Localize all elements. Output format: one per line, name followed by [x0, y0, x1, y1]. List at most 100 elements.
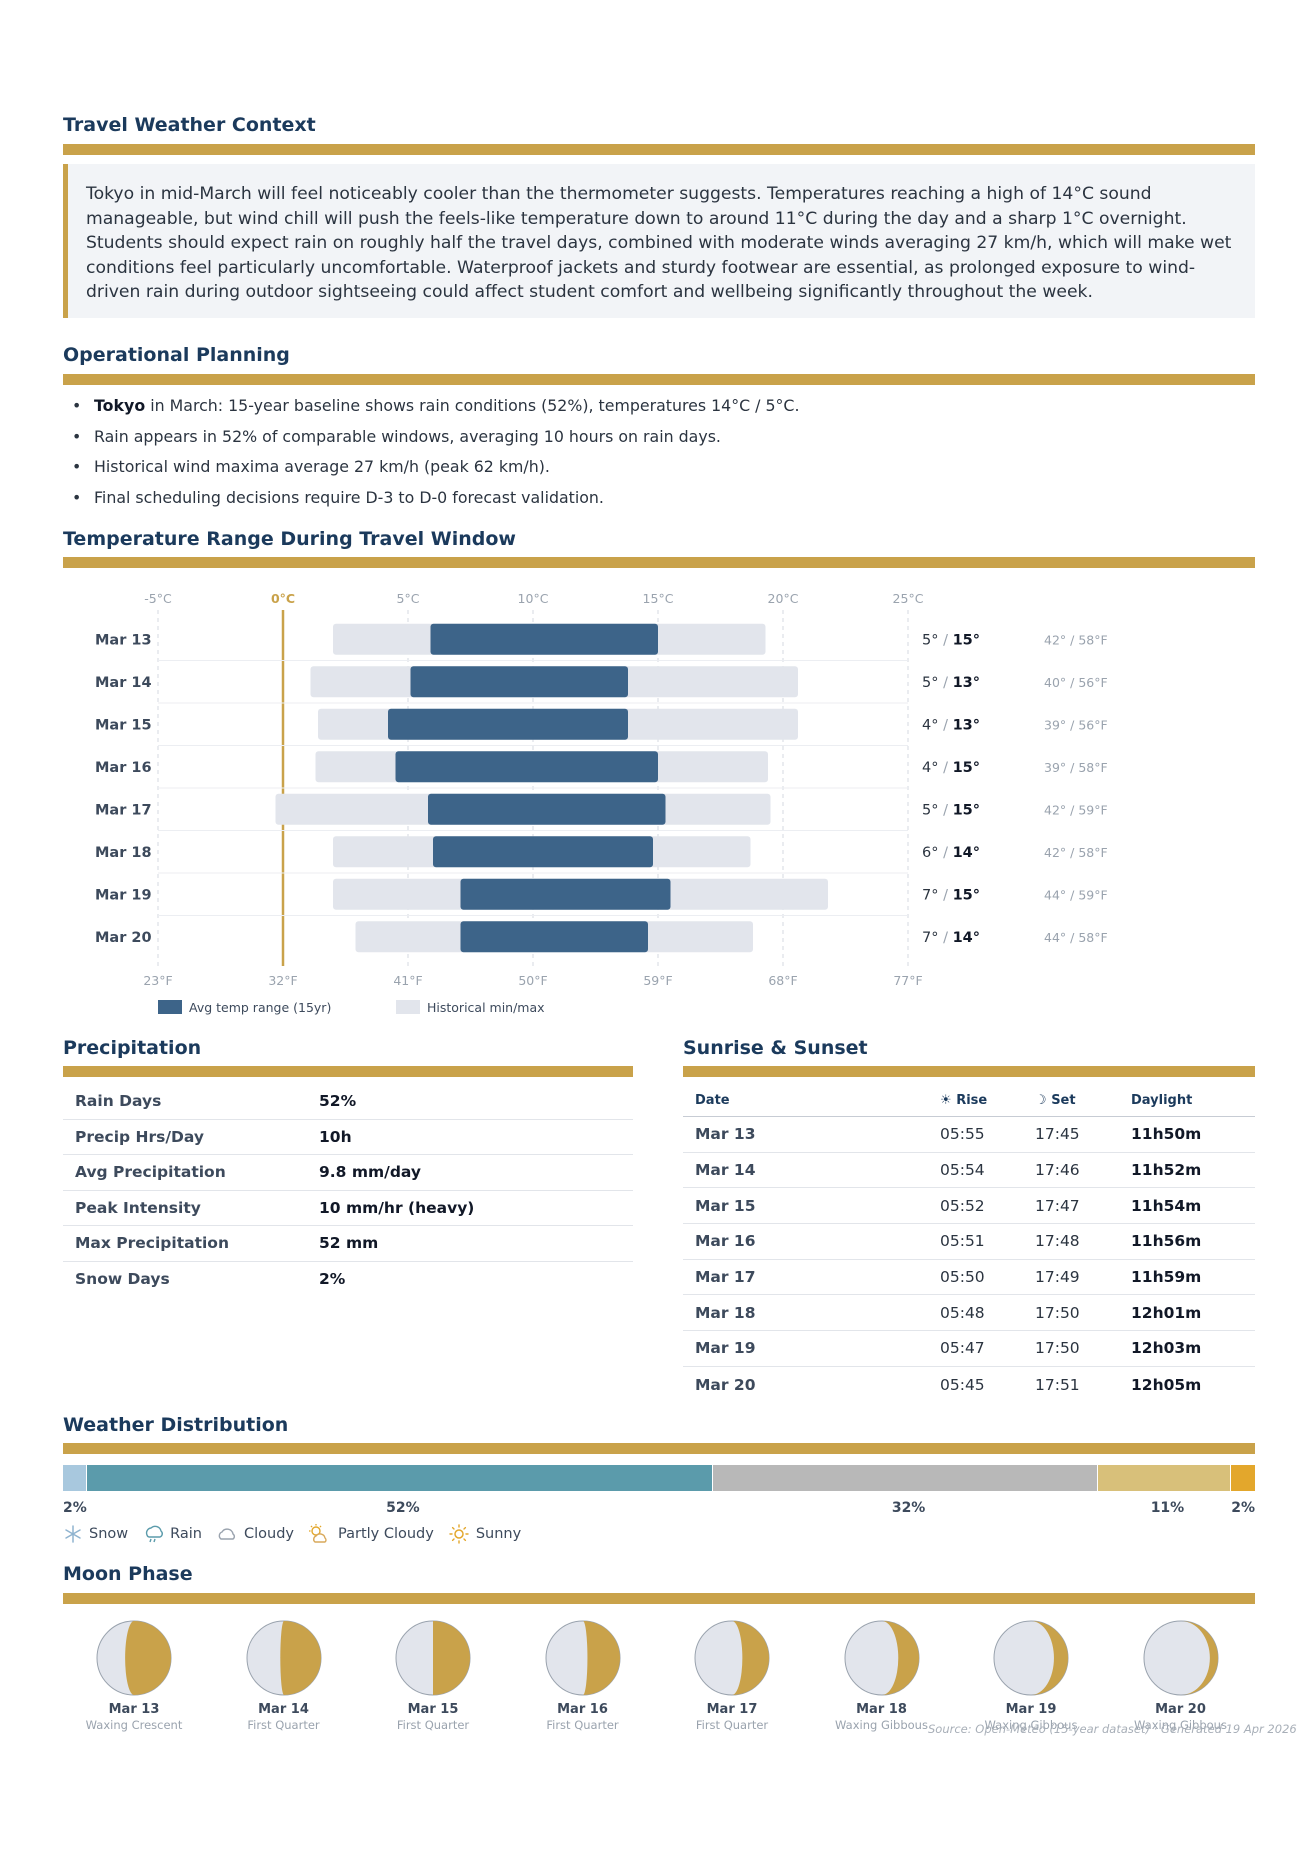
- celsius-high: 15°: [953, 632, 980, 648]
- row-rise: 05:52: [940, 1196, 985, 1215]
- legend-label-avg: Avg temp range (15yr): [189, 1000, 331, 1015]
- avg-range-bar: [430, 623, 658, 655]
- sun-row: Mar 15 05:52 17:47 11h54m: [683, 1188, 1255, 1225]
- precip-value: 52%: [319, 1092, 357, 1111]
- operational-planning-title: Operational Planning: [63, 344, 290, 366]
- row-rise: 05:48: [940, 1303, 985, 1322]
- row-set: 17:49: [1035, 1268, 1080, 1287]
- weather-distribution-bar: [63, 1465, 1255, 1491]
- celsius-separator: /: [938, 632, 952, 648]
- dist-label: 11%: [1150, 1500, 1185, 1516]
- avg-range-bar: [460, 921, 648, 953]
- temperature-range-chart: -5°C 23°F 0°C 32°F 5°C 41°F 10°C 50°F 15°C 59°F 20…: [95, 591, 1108, 1015]
- celsius-low: 4°: [922, 717, 938, 733]
- celsius-low: 4°: [922, 760, 938, 776]
- row-celsius-label: 4° / 13°: [922, 717, 980, 733]
- dist-segment-sunny: [1230, 1465, 1255, 1491]
- row-rise: 05:47: [940, 1339, 985, 1358]
- sun-row: Mar 13 05:55 17:45 11h50m: [683, 1117, 1255, 1153]
- precip-label: Peak Intensity: [75, 1198, 201, 1217]
- precip-value: 9.8 mm/day: [319, 1163, 421, 1182]
- dist-segment-rain: [87, 1465, 714, 1491]
- sunrise-sunset-table: Date ☀ Rise ☽ Set Daylight Mar 13 05:55 17…: [683, 1084, 1255, 1403]
- moon-phase-name: First Quarter: [247, 1718, 320, 1732]
- avg-range-bar: [428, 793, 666, 825]
- legend-item-snow: Snow: [63, 1524, 128, 1544]
- x-tick-label-celsius: 25°C: [893, 591, 924, 606]
- row-set: 17:50: [1035, 1303, 1080, 1322]
- precipitation-title: Precipitation: [63, 1037, 202, 1059]
- row-set: 17:47: [1035, 1196, 1080, 1215]
- celsius-separator: /: [938, 802, 952, 818]
- row-celsius-label: 4° / 15°: [922, 760, 980, 776]
- partly-cloudy-icon: [309, 1524, 327, 1543]
- legend-label: Sunny: [475, 1526, 522, 1542]
- x-tick-label-celsius: 5°C: [397, 591, 420, 606]
- row-daylight: 12h01m: [1131, 1303, 1202, 1322]
- row-rise: 05:50: [940, 1268, 985, 1287]
- precip-row: Avg Precipitation 9.8 mm/day: [63, 1155, 633, 1191]
- column-header-rise-label: Rise: [956, 1092, 988, 1108]
- sun-rows: Mar 13 05:55 17:45 11h50m Mar 14 05:54 17:46 11…: [683, 1117, 1255, 1403]
- row-date: Mar 18: [695, 1303, 756, 1322]
- celsius-high: 13°: [953, 717, 980, 733]
- row-daylight: 11h52m: [1131, 1161, 1202, 1180]
- precip-value: 10 mm/hr (heavy): [319, 1198, 475, 1217]
- moon-phase-item: Mar 13 Waxing Crescent: [59, 1618, 209, 1732]
- celsius-separator: /: [938, 930, 952, 946]
- row-celsius-label: 5° / 13°: [922, 675, 980, 691]
- row-daylight: 11h56m: [1131, 1232, 1202, 1251]
- moon-date: Mar 17: [706, 1702, 758, 1717]
- travel-context-text: Tokyo in mid-March will feel noticeably …: [86, 184, 1232, 302]
- precip-row: Precip Hrs/Day 10h: [63, 1120, 633, 1155]
- section-divider: [63, 1066, 633, 1077]
- legend-label: Partly Cloudy: [338, 1526, 434, 1542]
- row-fahrenheit-label: 39° / 58°F: [1044, 760, 1108, 775]
- row-date-label: Mar 19: [95, 887, 152, 903]
- celsius-low: 5°: [922, 802, 938, 818]
- moon-phase-name: Waxing Gibbous: [984, 1718, 1078, 1732]
- section-divider: [63, 374, 1255, 385]
- moon-icon: [545, 1620, 620, 1696]
- precip-row: Max Precipitation 52 mm: [63, 1226, 633, 1262]
- precip-value: 10h: [319, 1127, 352, 1146]
- dist-label: 32%: [891, 1500, 926, 1516]
- celsius-low: 5°: [922, 675, 938, 691]
- moon-phase-item: Mar 19 Waxing Gibbous: [956, 1618, 1106, 1732]
- celsius-low: 6°: [922, 845, 938, 861]
- row-celsius-label: 7° / 14°: [922, 930, 980, 946]
- city-name: Tokyo: [94, 396, 146, 415]
- moon-date: Mar 16: [557, 1702, 608, 1717]
- moon-phase-item: Mar 17 First Quarter: [657, 1618, 807, 1732]
- row-fahrenheit-label: 42° / 58°F: [1044, 845, 1108, 860]
- x-tick-label-fahrenheit: 23°F: [143, 973, 172, 988]
- moon-phase-item: Mar 14 First Quarter: [209, 1618, 359, 1732]
- dist-label: 52%: [386, 1500, 420, 1516]
- column-header-daylight: Daylight: [1131, 1092, 1193, 1108]
- legend-swatch-avg: [158, 1000, 182, 1014]
- legend-label: Rain: [170, 1526, 202, 1542]
- celsius-separator: /: [938, 675, 952, 691]
- celsius-high: 15°: [953, 887, 980, 903]
- avg-range-bar: [388, 708, 628, 740]
- x-tick-label-fahrenheit: 32°F: [268, 973, 297, 988]
- rain-icon: [146, 1525, 164, 1543]
- moon-phase-name: Waxing Gibbous: [1134, 1718, 1227, 1732]
- table-header: Date ☀ Rise ☽ Set Daylight: [683, 1084, 1255, 1117]
- row-set: 17:45: [1035, 1125, 1080, 1144]
- moon-date: Mar 14: [258, 1702, 309, 1717]
- sun-row: Mar 14 05:54 17:46 11h52m: [683, 1153, 1255, 1189]
- sun-row: Mar 20 05:45 17:51 12h05m: [683, 1367, 1255, 1403]
- row-date-label: Mar 18: [95, 845, 152, 861]
- x-tick-label-fahrenheit: 41°F: [393, 973, 422, 988]
- moon-phase-item: Mar 18 Waxing Gibbous: [807, 1618, 957, 1732]
- legend-label-historical: Historical min/max: [427, 1000, 545, 1015]
- row-daylight: 12h05m: [1131, 1375, 1202, 1394]
- sun-row: Mar 16 05:51 17:48 11h56m: [683, 1224, 1255, 1260]
- sunrise-sunset-title: Sunrise & Sunset: [683, 1037, 868, 1059]
- celsius-low: 7°: [922, 887, 938, 903]
- moon-icon: ☽: [1035, 1092, 1047, 1108]
- row-fahrenheit-label: 39° / 56°F: [1044, 717, 1108, 732]
- row-set: 17:46: [1035, 1161, 1080, 1180]
- operational-list: Tokyo in March: 15-year baseline shows r…: [72, 395, 800, 517]
